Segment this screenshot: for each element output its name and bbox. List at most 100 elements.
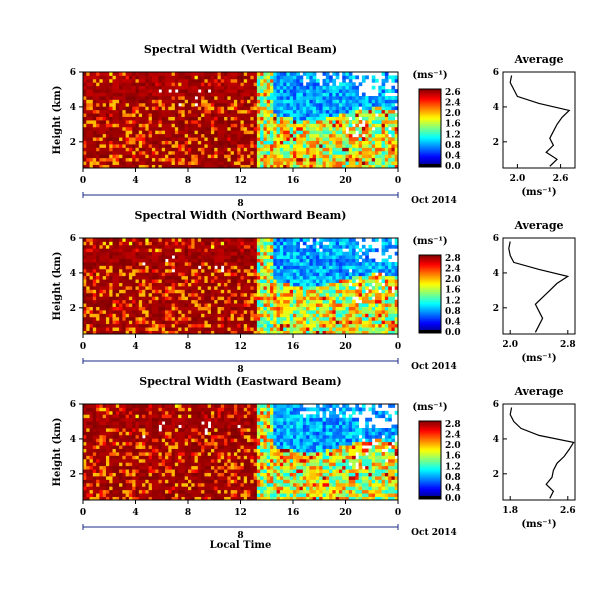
heatmap-cell: [148, 75, 153, 80]
heatmap-cell: [378, 157, 382, 162]
heatmap-cell: [168, 113, 172, 117]
heatmap-cell: [220, 147, 225, 152]
heatmap-cell: [194, 303, 199, 307]
heatmap-cell: [355, 268, 360, 273]
heatmap-cell: [243, 154, 248, 159]
heatmap-cell: [122, 327, 127, 331]
heatmap-cell: [188, 292, 192, 297]
heatmap-cell: [286, 154, 291, 159]
heatmap-cell: [83, 161, 87, 165]
heatmap-cell: [191, 92, 195, 97]
heatmap-cell: [207, 116, 212, 121]
heatmap-cell: [194, 130, 199, 135]
heatmap-cell: [319, 255, 323, 259]
heatmap-cell: [332, 286, 337, 290]
heatmap-cell: [279, 303, 284, 307]
heatmap-cell: [355, 265, 360, 270]
heatmap-cell: [381, 157, 386, 162]
heatmap-cell: [296, 154, 300, 159]
heatmap-cell: [86, 303, 90, 307]
heatmap-cell: [243, 282, 248, 287]
heatmap-cell: [279, 330, 284, 335]
heatmap-cell: [188, 282, 192, 287]
heatmap-cell: [181, 272, 186, 277]
heatmap-cell: [348, 96, 353, 100]
heatmap-cell: [201, 164, 205, 169]
heatmap-cell: [348, 78, 353, 83]
heatmap-cell: [86, 323, 90, 328]
heatmap-cell: [86, 120, 90, 124]
heatmap-cell: [315, 262, 320, 266]
heatmap-cell: [99, 265, 104, 270]
heatmap-cell: [155, 126, 159, 131]
heatmap-cell: [184, 116, 189, 121]
heatmap-cell: [112, 248, 117, 253]
heatmap-cell: [247, 144, 251, 148]
heatmap-cell: [181, 313, 186, 318]
heatmap-cell: [260, 272, 264, 277]
heatmap-cell: [230, 75, 235, 80]
heatmap-cell: [99, 262, 104, 266]
x-tick-label: 20: [339, 176, 352, 186]
heatmap-cell: [348, 144, 353, 148]
heatmap-cell: [233, 157, 238, 162]
heatmap-cell: [217, 82, 222, 87]
heatmap-cell: [151, 92, 156, 97]
heatmap-cell: [102, 161, 107, 165]
heatmap-cell: [174, 150, 179, 155]
heatmap-cell: [381, 140, 386, 145]
heatmap-cell: [325, 89, 330, 93]
heatmap-cell: [391, 150, 396, 155]
heatmap-cell: [243, 238, 248, 242]
heatmap-cell: [266, 313, 271, 318]
heatmap-cell: [319, 327, 323, 331]
heatmap-cell: [83, 265, 87, 270]
heatmap-cell: [132, 330, 136, 335]
heatmap-cell: [92, 265, 97, 270]
heatmap-cell: [132, 255, 136, 259]
heatmap-cell: [263, 123, 268, 128]
heatmap-cell: [243, 133, 248, 138]
heatmap-cell: [168, 306, 172, 311]
heatmap-cell: [181, 92, 186, 97]
heatmap-cell: [112, 109, 117, 114]
heatmap-cell: [233, 268, 238, 273]
heatmap-cell: [142, 258, 146, 263]
heatmap-cell: [233, 75, 238, 80]
heatmap-cell: [394, 161, 399, 165]
heatmap-cell: [102, 327, 107, 331]
heatmap-cell: [105, 279, 110, 283]
heatmap-cell: [371, 157, 376, 162]
heatmap-cell: [145, 102, 150, 107]
heatmap-cell: [279, 320, 284, 325]
heatmap-cell: [302, 96, 307, 100]
heatmap-cell: [135, 296, 140, 301]
heatmap-cell: [86, 286, 90, 290]
heatmap-cell: [105, 161, 110, 165]
heatmap-cell: [204, 85, 209, 90]
heatmap-cell: [188, 258, 192, 263]
heatmap-cell: [315, 123, 320, 128]
heatmap-cell: [207, 96, 212, 100]
heatmap-cell: [125, 323, 130, 328]
heatmap-cell: [270, 120, 274, 124]
heatmap-cell: [210, 113, 215, 117]
heatmap-cell: [112, 306, 117, 311]
heatmap-cell: [345, 282, 350, 287]
heatmap-cell: [122, 265, 127, 270]
heatmap-cell: [296, 327, 300, 331]
heatmap-cell: [197, 306, 202, 311]
heatmap-cell: [302, 268, 307, 273]
heatmap-cell: [210, 89, 215, 93]
heatmap-cell: [355, 275, 360, 280]
heatmap-cell: [220, 161, 225, 165]
heatmap-cell: [178, 258, 182, 263]
heatmap-cell: [319, 313, 323, 318]
heatmap-cell: [102, 262, 107, 266]
heatmap-cell: [240, 292, 245, 297]
heatmap-cell: [210, 286, 215, 290]
heatmap-cell: [384, 116, 389, 121]
heatmap-cell: [224, 306, 228, 311]
heatmap-cell: [96, 251, 100, 256]
heatmap-cell: [128, 265, 133, 270]
